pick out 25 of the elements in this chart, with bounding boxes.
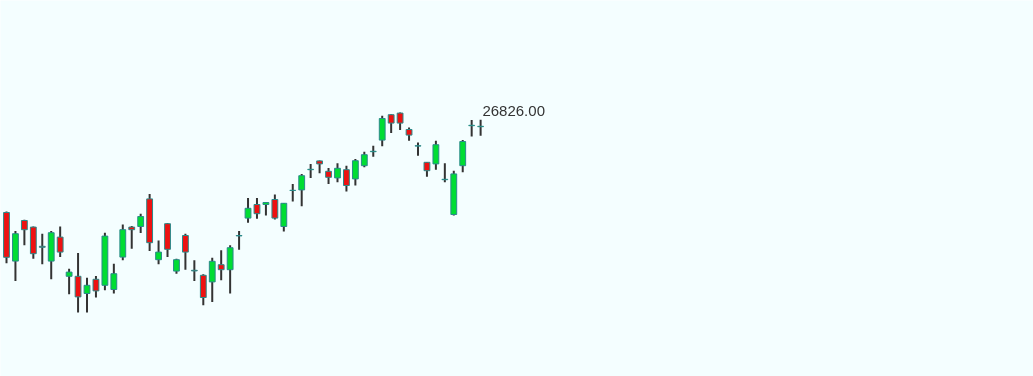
candlestick xyxy=(226,244,234,295)
candlestick xyxy=(235,230,243,251)
candlestick xyxy=(65,267,73,296)
candlestick xyxy=(280,201,288,233)
annotation: 26826.00 xyxy=(482,101,545,119)
candlestick xyxy=(199,273,207,307)
candlestick xyxy=(343,164,350,193)
candlestick xyxy=(351,157,359,187)
candlestick xyxy=(137,212,145,235)
candlestick xyxy=(271,193,279,221)
candlestick xyxy=(110,262,118,295)
candlestick xyxy=(289,182,297,203)
candlestick xyxy=(387,113,395,135)
candlestick xyxy=(56,225,64,259)
candlestick xyxy=(208,256,216,303)
candlestick xyxy=(298,172,306,208)
candlestick xyxy=(190,259,198,282)
candlestick xyxy=(128,225,136,250)
candlestick xyxy=(20,218,28,247)
candlestick xyxy=(182,232,189,271)
candlestick xyxy=(217,249,225,282)
candlestick xyxy=(378,114,386,148)
candlestick xyxy=(334,162,341,184)
candlestick xyxy=(38,232,46,266)
candlestick xyxy=(155,239,162,266)
